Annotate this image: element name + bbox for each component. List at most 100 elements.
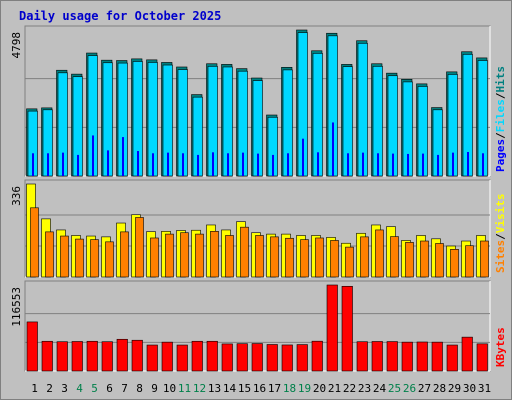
bar-sites-day-7 [120,231,129,278]
bar-sites-day-16 [255,235,264,278]
x-tick-label-day-26: 26 [403,382,416,395]
x-tick-label-day-4: 4 [76,382,83,395]
x-tick-label-day-28: 28 [433,382,446,395]
x-axis-day-labels: 1 2 3 4 5 6 7 8 9 10 11 12 13 14 15 16 17 18 19 20 21 22 23 24 2… [31,382,491,395]
bar-pages-day-25 [392,153,394,176]
bar-pages-day-13 [212,152,214,176]
bar-sites-day-13 [210,231,219,278]
bar-pages-day-10 [167,152,169,176]
x-tick-label-day-16: 16 [253,382,266,395]
bar-pages-day-3 [62,152,64,176]
bar-sites-day-8 [135,217,144,278]
bar-sites-day-29 [450,249,459,278]
bar-sites-day-28 [435,243,444,278]
bar-sites-day-22 [345,246,354,278]
bar-pages-day-22 [347,153,349,176]
x-tick-label-day-22: 22 [343,382,356,395]
bar-kbytes-day-17 [266,344,278,372]
x-tick-label-day-3: 3 [61,382,68,395]
x-tick-label-day-30: 30 [463,382,476,395]
legend-pages: Pages [494,139,507,172]
bar-kbytes-day-1 [26,321,38,372]
bar-pages-day-21 [332,122,334,176]
bar-sites-day-21 [330,240,339,278]
chart-title: Daily usage for October 2025 [19,9,221,23]
bar-sites-day-2 [45,231,54,278]
bar-kbytes-day-5 [86,340,98,372]
x-tick-label-day-10: 10 [163,382,176,395]
bar-sites-day-15 [240,226,249,278]
bar-kbytes-day-31 [476,343,488,372]
bar-kbytes-day-29 [446,344,458,372]
panel-max-label: 4798 [10,32,23,59]
legend-files: Files [494,99,507,132]
x-tick-label-day-7: 7 [121,382,128,395]
x-tick-label-day-14: 14 [223,382,237,395]
panel-max-label: 116553 [10,287,23,327]
bar-sites-day-23 [360,236,369,278]
legend-sites: Sites [494,240,507,273]
x-tick-label-day-29: 29 [448,382,461,395]
bar-sites-day-26 [405,242,414,278]
panel-series-legend: Sites/Visits [494,194,507,274]
bar-kbytes-day-15 [236,343,248,372]
bar-sites-day-4 [75,238,84,278]
bar-pages-day-15 [242,152,244,176]
bar-pages-day-28 [437,154,439,176]
bar-pages-day-30 [467,151,469,176]
bar-pages-day-11 [182,153,184,176]
panel-1: 4798 Pages/Files/Hits [10,25,507,177]
bar-sites-day-14 [225,235,234,278]
bar-pages-day-8 [137,151,139,176]
panel-series-legend: KBytes [494,327,507,367]
bar-sites-day-3 [60,235,69,278]
bar-kbytes-day-12 [191,340,203,372]
bar-sites-day-30 [465,245,474,278]
bar-sites-day-11 [180,232,189,278]
x-tick-label-day-15: 15 [238,382,251,395]
bar-pages-day-9 [152,153,154,176]
legend-kbytes: KBytes [494,327,507,367]
x-tick-label-day-20: 20 [313,382,326,395]
bar-pages-day-16 [257,153,259,176]
bar-pages-day-14 [227,153,229,176]
x-tick-label-day-18: 18 [283,382,296,395]
legend-separator: / [494,233,507,240]
bar-kbytes-day-22 [341,285,353,372]
x-tick-label-day-21: 21 [328,382,341,395]
bar-kbytes-day-14 [221,343,233,372]
bar-pages-day-18 [287,153,289,176]
bar-pages-day-7 [122,137,124,176]
x-tick-label-day-1: 1 [31,382,38,395]
x-tick-label-day-8: 8 [136,382,143,395]
bar-sites-day-25 [390,236,399,278]
bar-sites-day-27 [420,240,429,278]
bar-kbytes-day-3 [56,341,68,372]
x-tick-label-day-5: 5 [91,382,98,395]
x-tick-label-day-2: 2 [46,382,53,395]
bar-pages-day-1 [32,153,34,176]
x-tick-label-day-25: 25 [388,382,401,395]
bar-sites-day-6 [105,241,114,278]
x-tick-label-day-24: 24 [373,382,387,395]
x-tick-label-day-31: 31 [478,382,491,395]
bar-sites-day-10 [165,233,174,278]
bar-kbytes-day-2 [41,340,53,372]
bar-kbytes-day-23 [356,341,368,372]
legend-hits: Hits [494,66,507,93]
bar-pages-day-23 [362,152,364,176]
bar-pages-day-31 [482,153,484,176]
bar-sites-day-18 [285,237,294,278]
x-tick-label-day-6: 6 [106,382,113,395]
panel-series-legend: Pages/Files/Hits [494,66,507,172]
x-tick-label-day-27: 27 [418,382,431,395]
bar-sites-day-1 [30,207,39,278]
bar-pages-day-27 [422,153,424,176]
bar-pages-day-4 [77,154,79,176]
bar-kbytes-day-6 [101,341,113,372]
bar-pages-day-26 [407,153,409,176]
bar-kbytes-day-9 [146,344,158,372]
panel-2: 336 Sites/Visits [10,179,507,278]
panel-max-label: 336 [10,186,23,206]
